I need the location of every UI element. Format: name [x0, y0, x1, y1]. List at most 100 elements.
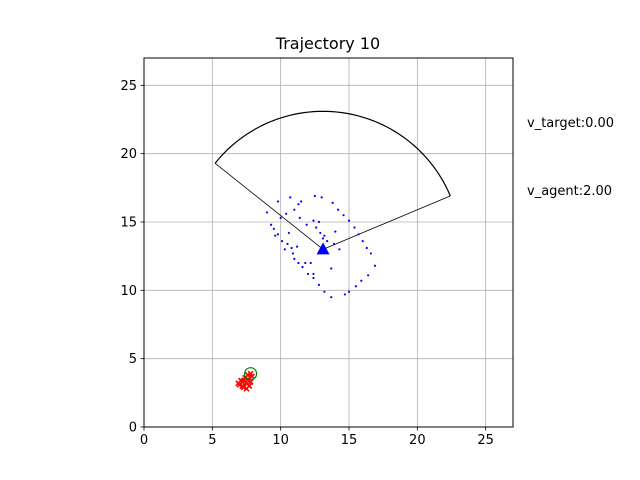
series-0-point-35: [270, 223, 273, 226]
agent-target-markers: [244, 242, 330, 381]
x-tick-label-0: 0: [140, 433, 148, 448]
x-stroke-b: [240, 377, 247, 384]
series-0-point-58: [287, 231, 290, 235]
series-0-point-24: [312, 276, 315, 280]
series-0-point-41: [305, 223, 308, 226]
series-0-point-36: [265, 211, 269, 214]
series-1-point-10: [239, 382, 246, 390]
series-0-point-27: [297, 261, 300, 265]
series-0-point-28: [293, 257, 296, 260]
series-1-point-5: [247, 378, 254, 385]
trajectory-series: [235, 194, 377, 392]
grid-lines: [143, 58, 513, 428]
series-0-point-59: [274, 234, 277, 237]
series-0-point-56: [334, 230, 337, 233]
y-tick-label-1: 5: [129, 352, 137, 367]
x-stroke-b: [235, 380, 242, 387]
series-0-point-21: [330, 296, 333, 299]
series-0-point-16: [367, 274, 370, 277]
series-0-point-12: [361, 240, 364, 243]
series-0-point-25: [306, 272, 310, 276]
series-0-point-32: [280, 240, 284, 243]
y-tick-label-3: 15: [120, 216, 137, 231]
series-0-point-43: [317, 220, 321, 224]
x-tick-label-2: 10: [272, 433, 289, 448]
series-1-point-15: [240, 377, 247, 384]
series-0-point-1: [289, 196, 292, 199]
series-0-point-11: [357, 233, 360, 236]
series-0-point-52: [295, 245, 299, 248]
y-tick-label-4: 20: [120, 147, 137, 162]
series-0-point-10: [353, 226, 356, 229]
series-0-point-53: [283, 248, 286, 251]
series-0-point-31: [286, 242, 289, 245]
series-1-point-14: [247, 370, 254, 377]
y-tick-label-2: 10: [120, 284, 137, 299]
target-marker: [244, 367, 258, 381]
series-0-point-48: [338, 248, 341, 251]
sector-arc: [214, 110, 451, 197]
x-stroke-b: [239, 382, 246, 390]
x-stroke-b: [247, 370, 254, 377]
series-0-point-34: [272, 227, 275, 230]
series-0-point-13: [365, 246, 368, 250]
y-tick-label-5: 25: [120, 79, 137, 94]
series-0-point-44: [315, 226, 318, 229]
series-0-point-33: [276, 233, 280, 236]
series-0-point-29: [291, 252, 295, 255]
x-axis-ticks: 0 5 10 15 20 25: [140, 427, 494, 448]
series-0-point-37: [279, 216, 282, 219]
series-0-point-23: [317, 283, 321, 286]
series-0-point-38: [285, 212, 288, 215]
x-tick-label-5: 25: [477, 433, 494, 448]
series-0-point-55: [321, 237, 325, 240]
series-0-point-14: [369, 252, 372, 255]
series-0-point-5: [320, 196, 323, 199]
series-0-point-4: [313, 194, 316, 198]
v-agent-annotation: v_agent:2.00: [527, 184, 612, 199]
series-0-point-46: [326, 240, 329, 243]
x-stroke-b: [247, 378, 254, 385]
series-0-point-6: [331, 201, 334, 204]
y-axis-ticks: 0 5 10 15 20 25: [120, 79, 144, 436]
series-0-point-54: [304, 261, 307, 265]
x-tick-label-3: 15: [341, 433, 358, 448]
sensor-sector: [214, 110, 451, 250]
series-0-point-45: [323, 234, 326, 237]
series-0-point-40: [298, 216, 301, 219]
chart-title: Trajectory 10: [275, 34, 380, 53]
v-target-annotation: v_target:0.00: [527, 116, 614, 131]
series-0-point-39: [293, 208, 296, 211]
series-0-point-22: [323, 290, 326, 293]
series-0-point-57: [319, 231, 322, 235]
series-0-point-20: [343, 293, 346, 296]
series-0-point-2: [297, 203, 300, 206]
series-0-point-19: [347, 290, 351, 293]
sector-edge-left: [214, 162, 324, 250]
series-0-point-18: [354, 285, 357, 288]
series-0-point-30: [290, 246, 293, 250]
y-tick-label-0: 0: [129, 421, 137, 436]
x-tick-label-1: 5: [208, 433, 216, 448]
series-0-point-17: [360, 279, 363, 282]
x-stroke-b: [248, 373, 256, 380]
series-1-point-12: [235, 380, 242, 387]
x-tick-label-4: 20: [409, 433, 426, 448]
series-0-point-0: [276, 200, 280, 203]
series-0-point-26: [301, 266, 304, 269]
sector-edge-right: [322, 195, 451, 250]
series-0-point-15: [373, 264, 377, 267]
series-0-point-8: [342, 214, 345, 217]
x-stroke-b: [243, 380, 250, 387]
series-0-point-47: [332, 242, 336, 245]
x-stroke-b: [243, 385, 250, 392]
series-0-point-7: [336, 208, 340, 211]
series-0-point-3: [300, 200, 303, 203]
axes-frame: [143, 57, 514, 428]
series-0-point-51: [312, 272, 315, 276]
series-0-point-42: [312, 219, 315, 222]
series-0-point-50: [309, 261, 312, 265]
series-1-point-13: [243, 385, 250, 392]
